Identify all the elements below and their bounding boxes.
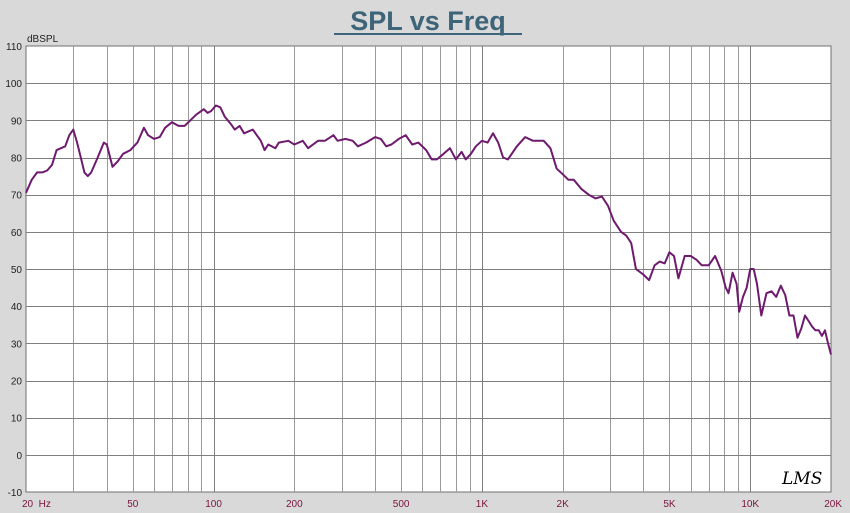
y-axis-label: dBSPL	[27, 34, 59, 45]
watermark: LMS	[781, 469, 822, 489]
y-tick-label: 60	[11, 228, 23, 239]
y-tick-label: 100	[5, 79, 22, 90]
y-tick-label: 50	[11, 265, 23, 276]
y-tick-label: 90	[11, 116, 23, 127]
x-tick-label: 500	[393, 499, 410, 510]
x-tick-label: 200	[286, 499, 303, 510]
x-tick-label: 1K	[476, 499, 489, 510]
grid	[26, 46, 831, 492]
y-tick-label: -10	[8, 488, 23, 499]
x-tick-label: 20 Hz	[22, 499, 51, 510]
x-tick-label: 20K	[824, 499, 842, 510]
y-tick-label: 80	[11, 154, 23, 165]
x-tick-label: 100	[205, 499, 222, 510]
x-tick-label: 2K	[557, 499, 570, 510]
tick-labels: -10 0 10 20 30 40 50 60 70 80 90 100 110 20 Hz 50 100 20…	[5, 42, 842, 510]
x-tick-label: 50	[127, 499, 139, 510]
y-tick-label: 10	[11, 414, 23, 425]
y-tick-label: 0	[16, 451, 22, 462]
series-line	[25, 104, 832, 355]
x-tick-label: 10K	[741, 499, 759, 510]
y-tick-label: 110	[6, 42, 22, 53]
x-tick-label: 5K	[663, 499, 676, 510]
y-tick-label: 40	[11, 302, 23, 313]
chart-title: SPL vs Freq	[350, 6, 506, 36]
y-tick-label: 70	[11, 191, 23, 202]
y-tick-label: 30	[11, 339, 23, 350]
y-tick-label: 20	[11, 377, 23, 388]
